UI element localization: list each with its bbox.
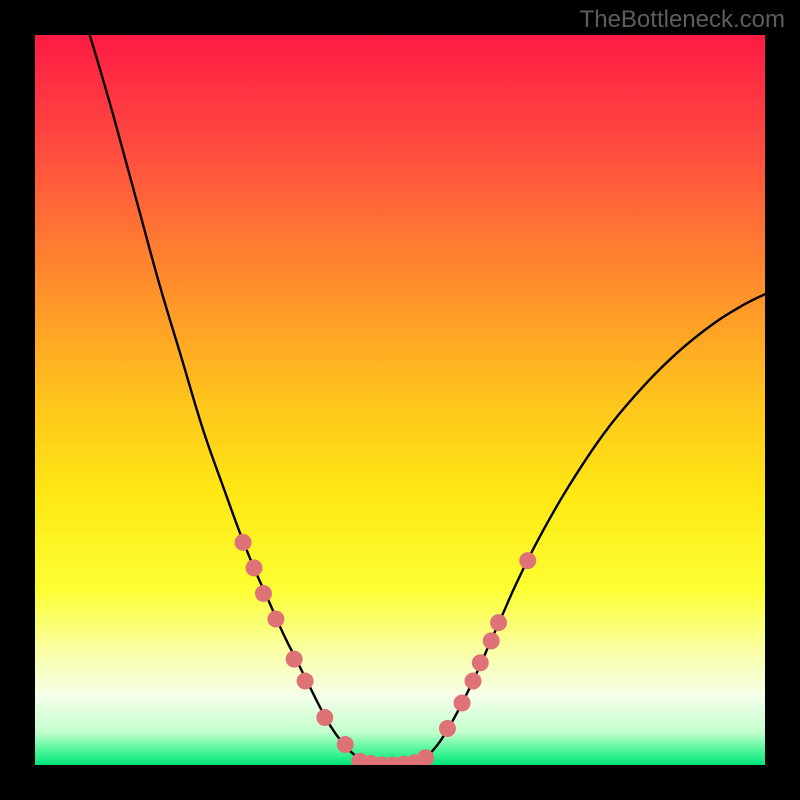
chart-stage: TheBottleneck.com bbox=[0, 0, 800, 800]
data-marker bbox=[297, 673, 314, 690]
data-marker bbox=[490, 614, 507, 631]
data-marker bbox=[235, 534, 252, 551]
data-marker bbox=[483, 632, 500, 649]
data-marker bbox=[465, 673, 482, 690]
data-marker bbox=[519, 552, 536, 569]
data-marker bbox=[286, 651, 303, 668]
data-marker bbox=[316, 709, 333, 726]
watermark-text: TheBottleneck.com bbox=[580, 6, 785, 34]
data-marker bbox=[246, 559, 263, 576]
data-marker bbox=[255, 585, 272, 602]
data-marker bbox=[267, 611, 284, 628]
data-marker bbox=[472, 654, 489, 671]
data-marker bbox=[337, 736, 354, 753]
gradient-background bbox=[35, 35, 765, 765]
plot-area bbox=[35, 35, 765, 765]
data-marker bbox=[439, 720, 456, 737]
plot-svg bbox=[35, 35, 765, 765]
data-marker bbox=[454, 694, 471, 711]
